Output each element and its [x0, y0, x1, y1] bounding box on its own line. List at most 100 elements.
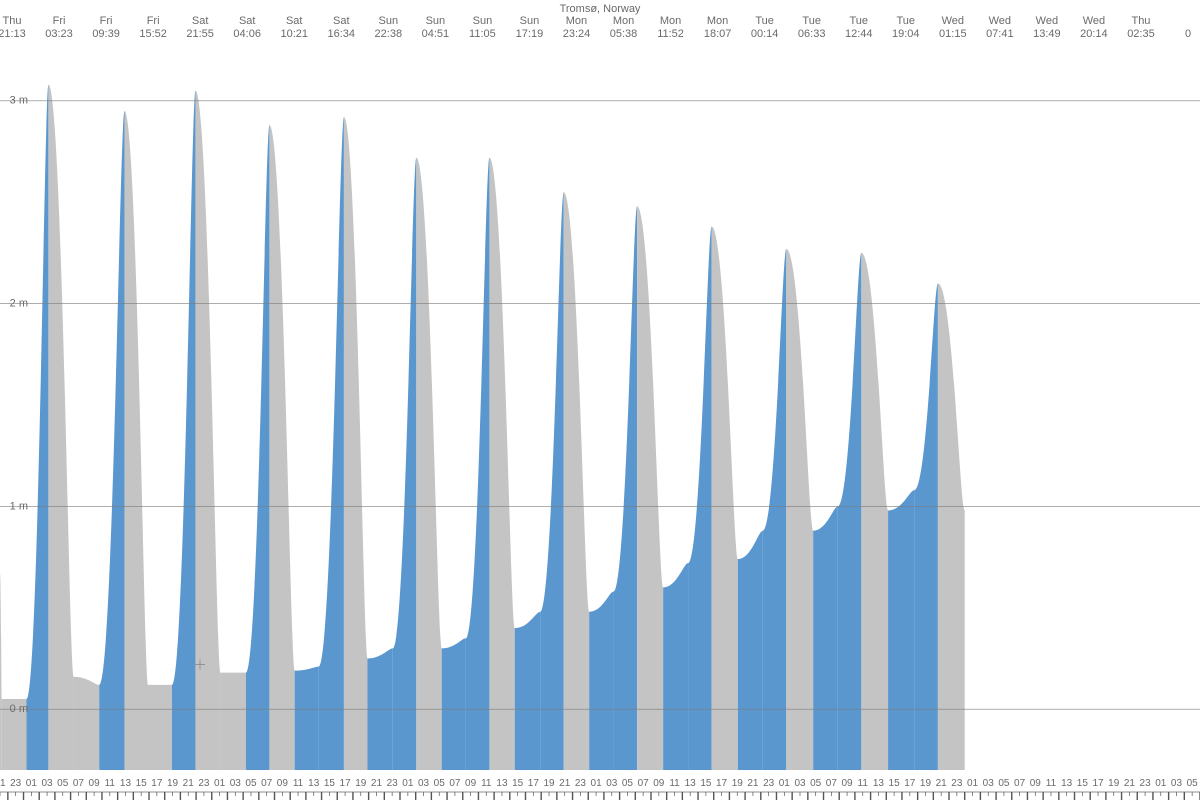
x-hour-label: 01: [779, 778, 791, 789]
x-hour-label: 11: [858, 778, 869, 789]
x-hour-label: 01: [591, 778, 603, 789]
top-label-day: Sat: [333, 15, 350, 27]
top-label-day: Sun: [473, 15, 493, 27]
x-hour-label: 23: [1140, 778, 1152, 789]
top-label-day: Wed: [1083, 15, 1105, 27]
top-label-time: 03:23: [45, 28, 73, 40]
x-hour-label: 15: [889, 778, 901, 789]
top-label-day: Sun: [520, 15, 540, 27]
tide-rising-segment: [589, 592, 613, 770]
x-hour-label: 11: [1046, 778, 1057, 789]
top-label-time: 22:38: [375, 28, 403, 40]
x-hour-label: 15: [1077, 778, 1089, 789]
tide-rising-segment: [888, 490, 914, 770]
top-label-day: Tue: [755, 15, 774, 27]
x-hour-label: 03: [606, 778, 618, 789]
top-label-day: Tue: [802, 15, 821, 27]
x-hour-label: 21: [183, 778, 195, 789]
top-label-time: 10:21: [280, 28, 308, 40]
top-label-day: Sat: [286, 15, 303, 27]
x-hour-label: 05: [810, 778, 822, 789]
top-label-time: 07:41: [986, 28, 1014, 40]
top-label-day: Mon: [566, 15, 587, 27]
top-label-day: Mon: [707, 15, 728, 27]
x-hour-label: 01: [214, 778, 226, 789]
top-label-day: Tue: [849, 15, 868, 27]
x-hour-label: 13: [873, 778, 885, 789]
top-label-time: 15:52: [139, 28, 167, 40]
tide-falling-segment: [74, 677, 100, 770]
x-hour-label: 13: [120, 778, 132, 789]
top-label-day: Fri: [100, 15, 113, 27]
top-label-time: 11:52: [657, 28, 684, 40]
tide-rising-segment: [295, 667, 319, 770]
top-label-day: Sun: [426, 15, 446, 27]
top-label-time: 00:14: [751, 28, 779, 40]
x-hour-label: 17: [151, 778, 163, 789]
tide-rising-segment: [442, 638, 466, 770]
x-hour-label: 23: [198, 778, 210, 789]
x-hour-label: 17: [904, 778, 916, 789]
top-label-day: Sun: [379, 15, 399, 27]
x-hour-label: 15: [700, 778, 712, 789]
top-label-time: 04:06: [233, 28, 261, 40]
x-hour-label: 11: [105, 778, 116, 789]
tide-rising-segment: [738, 531, 763, 770]
top-label-time: 17:19: [516, 28, 544, 40]
tide-falling-segment: [148, 685, 172, 770]
x-hour-label: 13: [685, 778, 697, 789]
top-label-time: 20:14: [1080, 28, 1108, 40]
x-hour-label: 05: [57, 778, 69, 789]
x-hour-label: 05: [1187, 778, 1199, 789]
x-hour-label: 21: [1124, 778, 1136, 789]
y-axis-label: 2 m: [10, 298, 28, 310]
top-label-time: 16:34: [328, 28, 356, 40]
top-label-day: Thu: [3, 15, 22, 27]
x-hour-label: 07: [1014, 778, 1026, 789]
top-label-time: 11:05: [469, 28, 496, 40]
tide-rising-segment: [515, 612, 540, 770]
x-hour-label: 13: [496, 778, 508, 789]
top-label-day: Wed: [942, 15, 964, 27]
x-hour-label: 23: [763, 778, 775, 789]
x-hour-label: 15: [136, 778, 148, 789]
x-hour-label: 19: [1108, 778, 1120, 789]
x-hour-label: 05: [998, 778, 1010, 789]
tide-falling-segment: [220, 673, 245, 770]
x-hour-label: 07: [261, 778, 273, 789]
x-hour-label: 19: [543, 778, 555, 789]
top-label-time: 09:39: [92, 28, 120, 40]
tide-chart: 0 m1 m2 m3 mTromsø, NorwayThu21:13Fri03:…: [0, 0, 1200, 800]
x-hour-label: 09: [89, 778, 101, 789]
top-label-day: Wed: [989, 15, 1011, 27]
y-axis-label: 0 m: [10, 703, 28, 715]
x-hour-label: 13: [308, 778, 320, 789]
top-label-time: 01:15: [939, 28, 967, 40]
x-hour-label: 15: [324, 778, 336, 789]
x-hour-label: 09: [277, 778, 289, 789]
x-hour-label: 03: [418, 778, 430, 789]
top-label-time: 21:13: [0, 28, 26, 40]
x-hour-label: 11: [669, 778, 680, 789]
top-label-day: Sat: [239, 15, 256, 27]
x-hour-label: 03: [794, 778, 806, 789]
x-hour-label: 09: [1030, 778, 1042, 789]
x-hour-label: 07: [73, 778, 85, 789]
top-label-day: Tue: [896, 15, 915, 27]
x-hour-label: 17: [716, 778, 728, 789]
x-hour-label: 17: [1092, 778, 1104, 789]
x-hour-label: 07: [638, 778, 650, 789]
tide-rising-segment: [813, 506, 838, 770]
top-label-time: 18:07: [704, 28, 732, 40]
x-hour-label: 23: [575, 778, 587, 789]
top-label-time: 04:51: [422, 28, 450, 40]
x-hour-label: 17: [528, 778, 540, 789]
top-label-day: Fri: [147, 15, 160, 27]
x-hour-label: 07: [449, 778, 461, 789]
chart-title: Tromsø, Norway: [560, 3, 641, 15]
x-hour-label: 21: [936, 778, 948, 789]
x-hour-label: 11: [481, 778, 492, 789]
x-hour-label: 15: [512, 778, 524, 789]
tide-chart-svg: 0 m1 m2 m3 mTromsø, NorwayThu21:13Fri03:…: [0, 0, 1200, 800]
x-hour-label: 09: [465, 778, 477, 789]
